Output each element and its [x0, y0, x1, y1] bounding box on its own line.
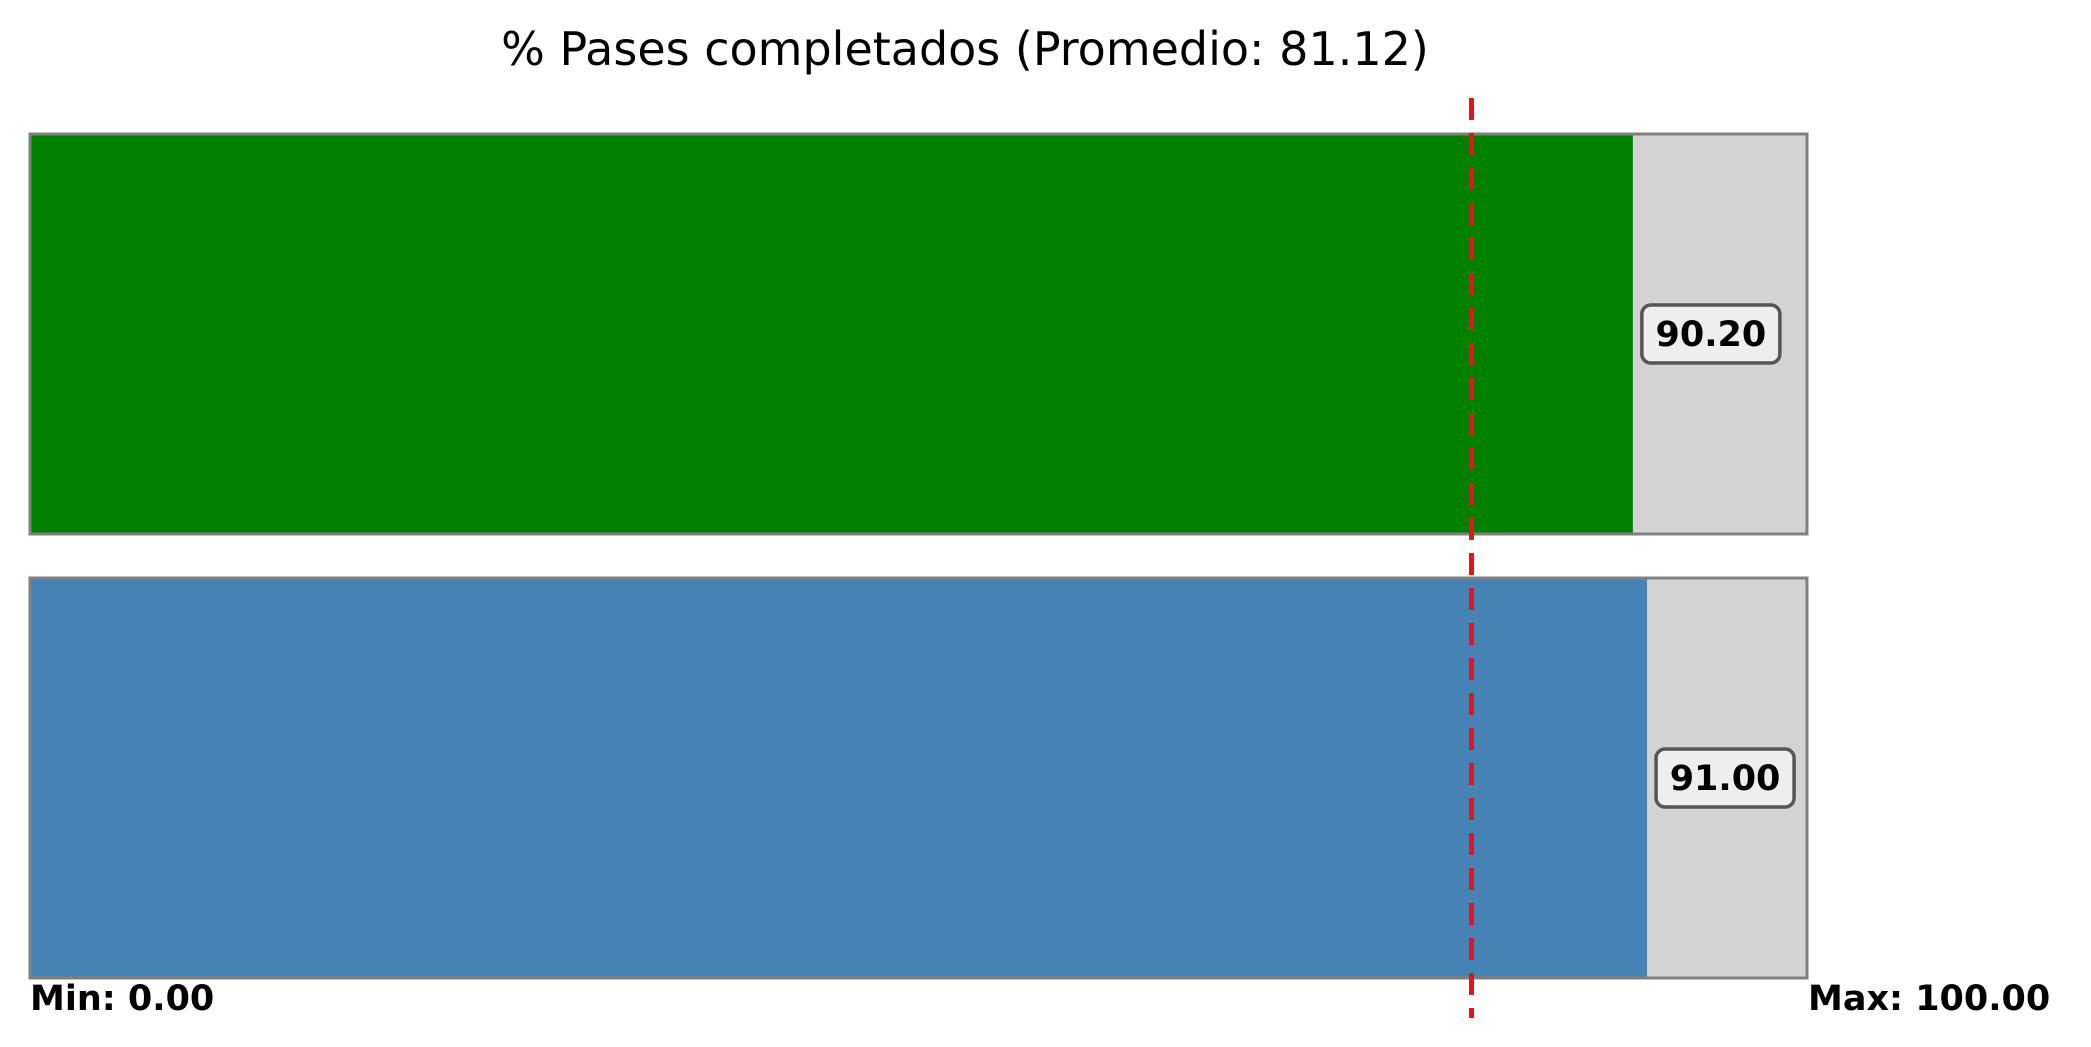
- value-label-2: 91.00: [1670, 759, 1781, 799]
- value-label-box-1: [1640, 303, 1782, 365]
- min-label: Min: 0.00: [30, 979, 214, 1019]
- bar-2: [30, 578, 1648, 978]
- chart-title: % Pases completados (Promedio: 81.12): [501, 22, 1429, 76]
- value-label-1: 90.20: [1655, 315, 1766, 355]
- bars-layer: 90.20 91.00: [28, 132, 1809, 980]
- bar-border-2: [28, 576, 1809, 980]
- value-label-box-2: [1654, 747, 1796, 809]
- bar-border-1: [28, 132, 1809, 536]
- bar-1: [30, 134, 1633, 534]
- max-label: Max: 100.00: [1808, 979, 2050, 1019]
